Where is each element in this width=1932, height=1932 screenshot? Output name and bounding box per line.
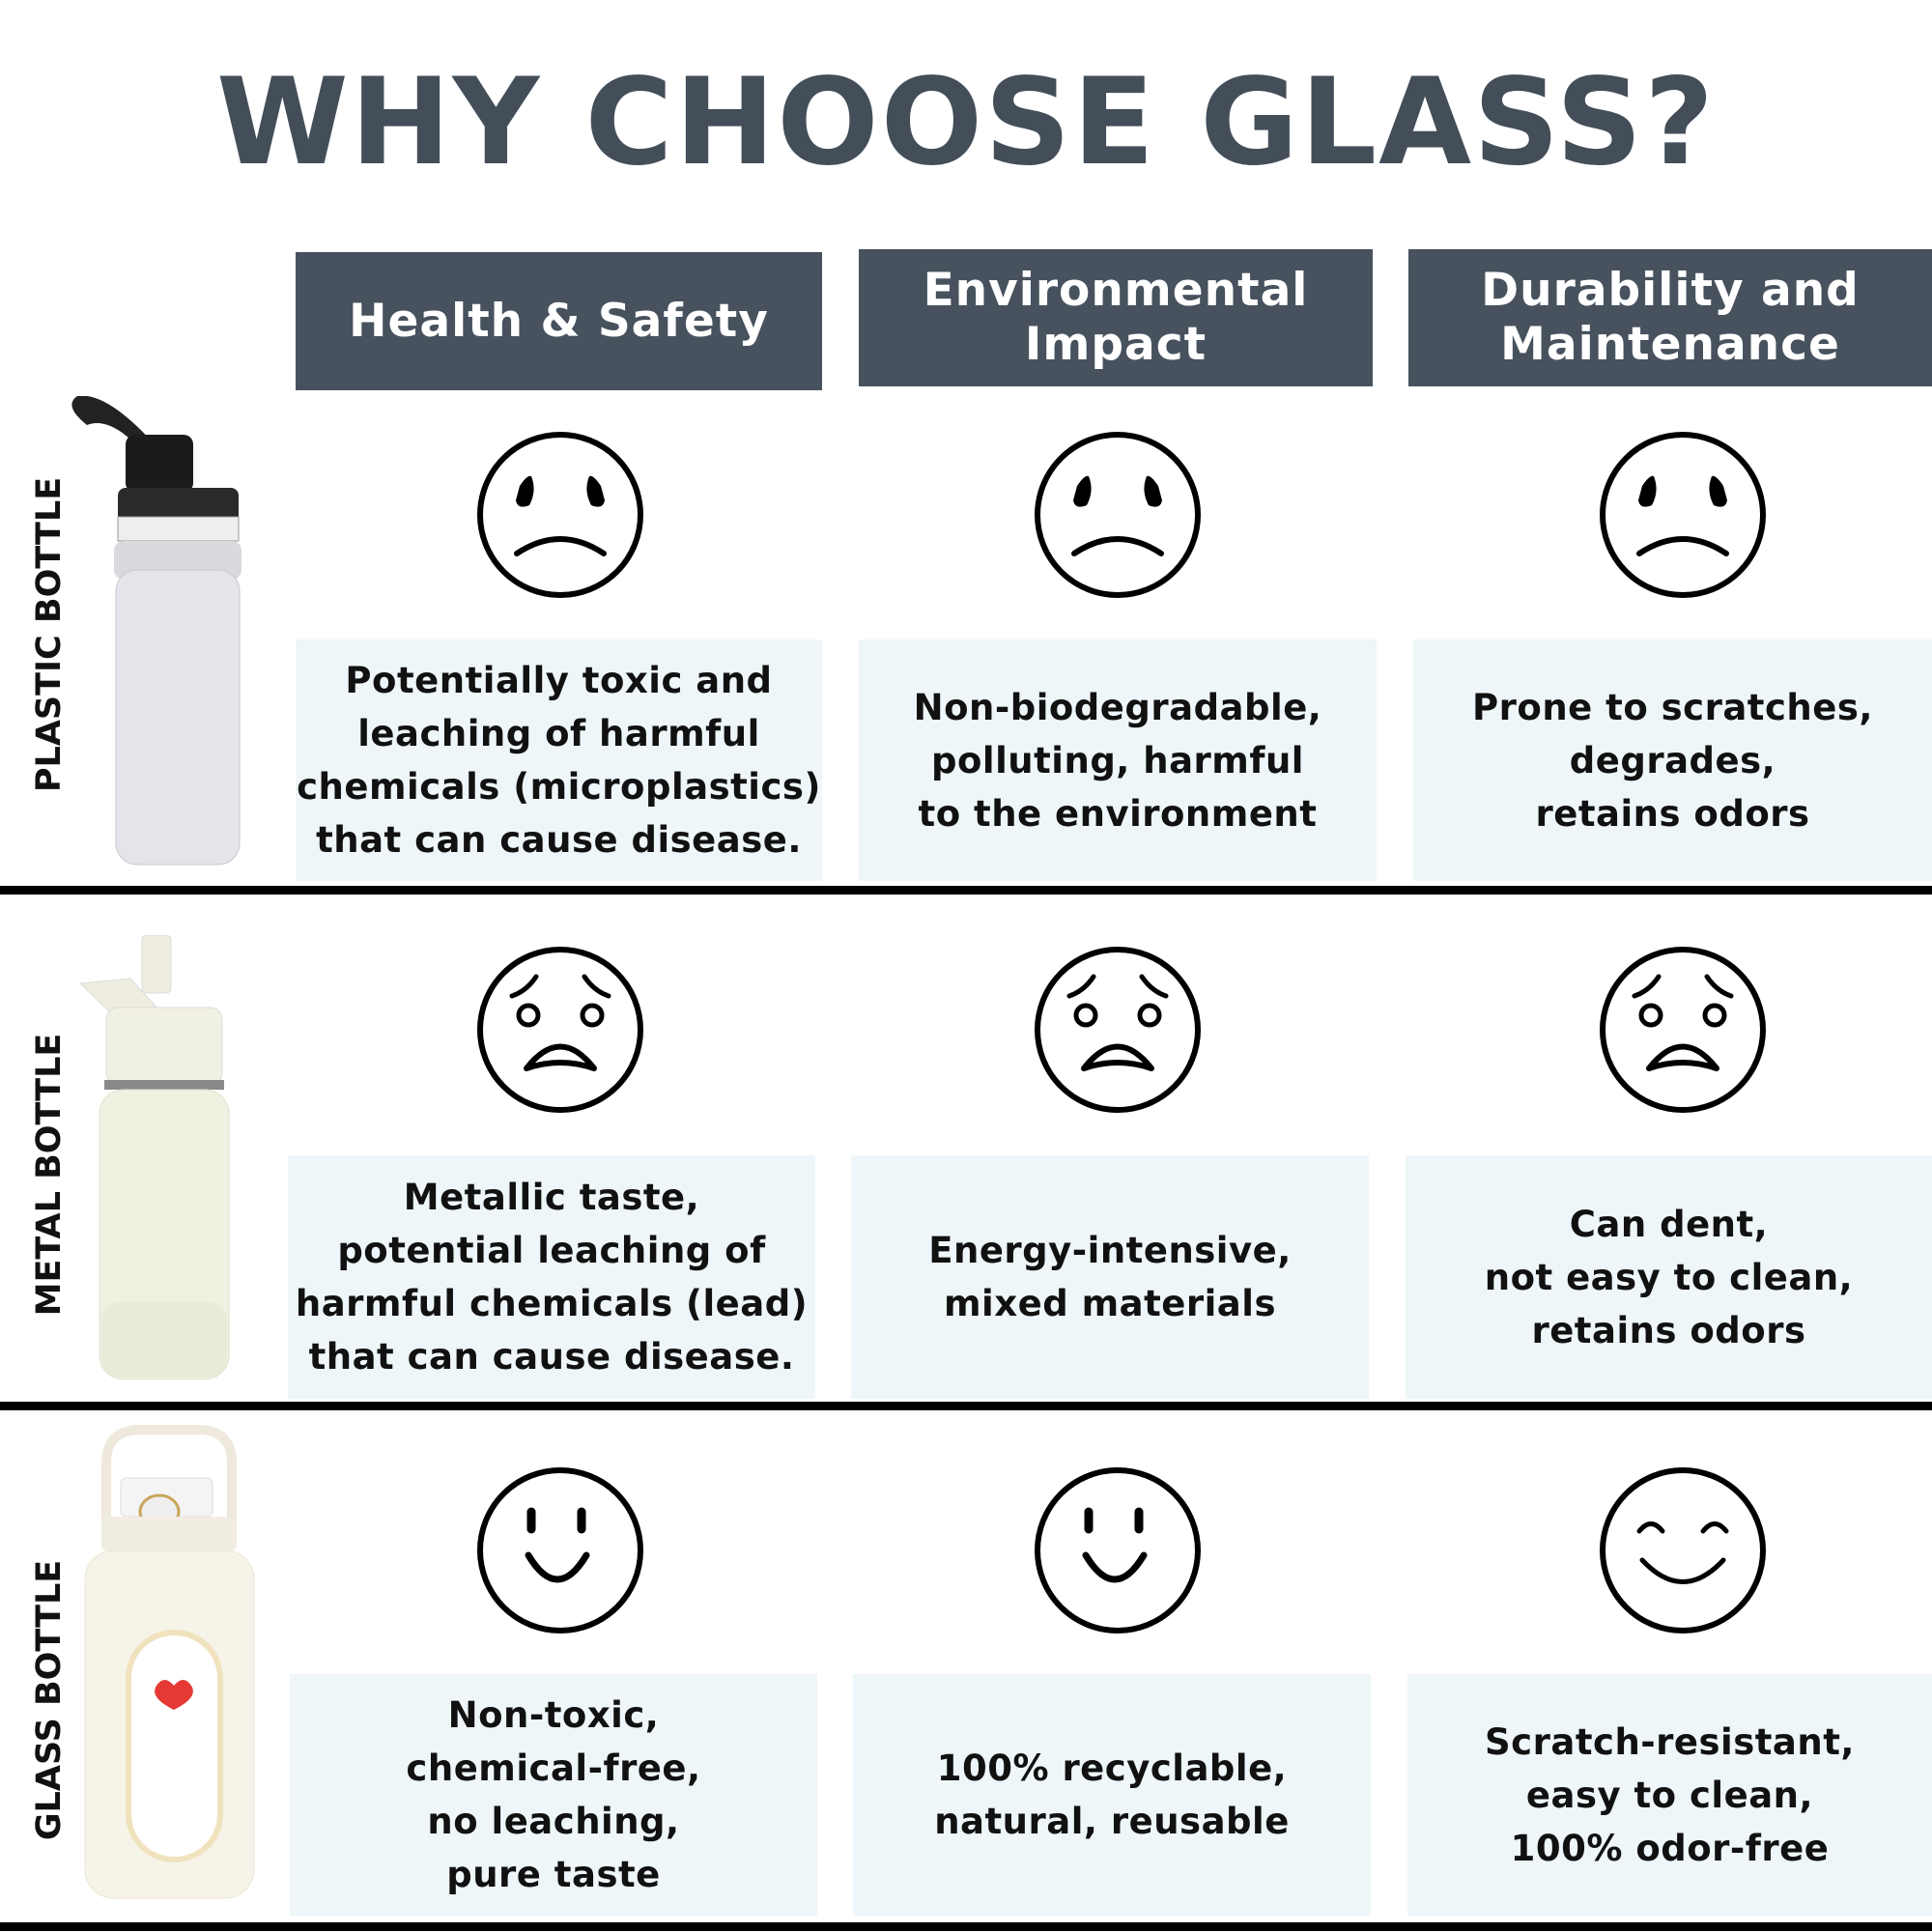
worried-face-icon [1596, 943, 1770, 1117]
smiling-face-icon [1031, 1463, 1205, 1637]
plastic-bottle-image [71, 396, 242, 866]
sad-face-icon [473, 428, 647, 602]
cell-metal-durability: Can dent, not easy to clean, retains odo… [1406, 1155, 1932, 1399]
cell-glass-durability: Scratch-resistant, easy to clean, 100% o… [1407, 1674, 1932, 1916]
smiling-face-icon [473, 1463, 647, 1637]
row-label-metal: METAL BOTTLE [30, 1033, 69, 1317]
cell-metal-health: Metallic taste, potential leaching of ha… [288, 1155, 815, 1399]
cell-glass-health: Non-toxic, chemical-free, no leaching, p… [290, 1674, 817, 1916]
column-header-health: Health & Safety [296, 252, 822, 390]
cell-metal-environment: Energy-intensive, mixed materials [851, 1155, 1369, 1399]
row-divider [0, 1922, 1932, 1931]
column-header-durability: Durability and Maintenance [1408, 249, 1932, 386]
content-face-icon [1596, 1463, 1770, 1637]
cell-glass-environment: 100% recyclable, natural, reusable [853, 1674, 1371, 1916]
sad-face-icon [1031, 428, 1205, 602]
row-label-glass: GLASS BOTTLE [30, 1559, 69, 1841]
glass-bottle-image [84, 1425, 255, 1899]
worried-face-icon [1031, 943, 1205, 1117]
row-divider [0, 1402, 1932, 1410]
metal-bottle-image [78, 935, 230, 1380]
row-divider [0, 886, 1932, 895]
column-header-environment: Environmental Impact [859, 249, 1373, 386]
worried-face-icon [473, 943, 647, 1117]
page-title: WHY CHOOSE GLASS? [215, 53, 1717, 192]
cell-plastic-durability: Prone to scratches, degrades, retains od… [1413, 639, 1932, 881]
cell-plastic-environment: Non-biodegradable, polluting, harmful to… [859, 639, 1377, 881]
sad-face-icon [1596, 428, 1770, 602]
cell-plastic-health: Potentially toxic and leaching of harmfu… [296, 639, 822, 881]
